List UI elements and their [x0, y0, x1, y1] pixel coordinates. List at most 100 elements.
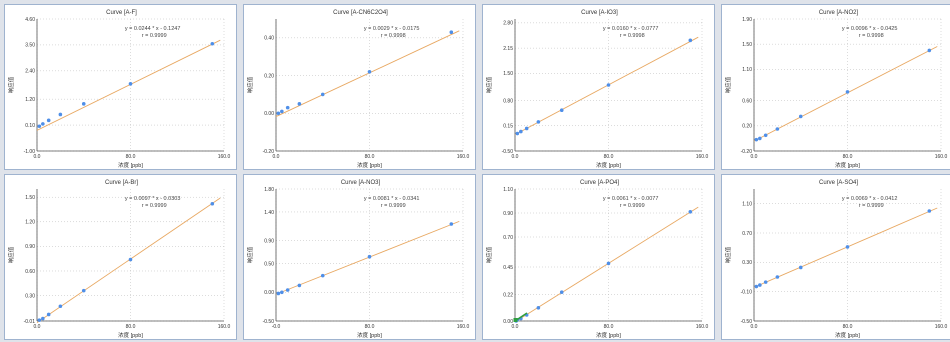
x-axis-label: 浓度 [ppb]: [835, 331, 860, 339]
y-tick-label: 0.20: [264, 73, 274, 79]
chart-svg: Curve [A-F] -1.00 0.10 1.20 2.40 3.50 4.60 0.0 8…: [7, 10, 230, 169]
y-axis-label: 响应值: [246, 76, 254, 93]
data-point: [754, 284, 759, 289]
data-point: [37, 318, 42, 322]
data-point: [210, 41, 215, 46]
data-point: [606, 83, 611, 87]
y-tick-label: 0.15: [503, 124, 513, 130]
data-point: [58, 304, 63, 309]
y-tick-label: 0.80: [503, 98, 513, 104]
data-point: [449, 222, 454, 226]
y-tick-label: -1.00: [24, 149, 36, 155]
chart-svg: Curve [A-IO3] -0.50 0.15 0.80 1.50 2.15 2.80 0.…: [485, 10, 708, 169]
data-point: [320, 273, 325, 278]
data-point: [81, 288, 86, 293]
x-tick-label: 80.0: [126, 324, 136, 330]
y-tick-label: 2.15: [503, 46, 513, 52]
data-point: [297, 102, 302, 106]
data-point: [775, 127, 780, 131]
fit-line: [36, 39, 221, 131]
data-point: [46, 118, 51, 123]
y-tick-label: 1.50: [25, 195, 35, 201]
y-tick-label: 0.45: [503, 265, 513, 271]
x-axis-label: 浓度 [ppb]: [596, 331, 621, 339]
data-point: [276, 111, 281, 116]
x-axis-label: 浓度 [ppb]: [596, 161, 621, 169]
fit-equation: y = 0.0097 * x - 0.0303: [125, 196, 181, 202]
data-point: [210, 201, 215, 206]
y-tick-label: -0.10: [741, 289, 753, 295]
data-point: [754, 137, 759, 142]
calibration-chart-4: Curve [A-NO2] -0.20 0.20 0.60 1.10 1.50 1.90 0.…: [721, 4, 950, 170]
data-point: [367, 70, 372, 74]
chart-svg: Curve [A-SO4] -0.50 -0.10 0.30 0.70 1.10 0.0 80…: [724, 180, 948, 339]
calibration-chart-7: Curve [A-PO4] 0.00 0.22 0.45 0.70 0.90 1.10 0.0…: [482, 174, 715, 340]
fit-r-value: r = 0.9999: [381, 203, 406, 209]
x-tick-label: 80.0: [365, 154, 375, 160]
x-tick-label: 0.0: [34, 154, 41, 160]
calibration-chart-2: Curve [A-CN6C2O4] -0.20 0.00 0.20 0.40 0.0 80.…: [243, 4, 476, 170]
y-tick-label: 0.90: [264, 238, 274, 244]
fit-r-value: r = 0.9998: [381, 33, 406, 39]
data-point: [41, 316, 45, 321]
y-tick-label: -0.50: [263, 319, 275, 325]
fit-r-value: r = 0.9998: [859, 33, 884, 39]
y-tick-label: 1.90: [742, 17, 752, 23]
data-point: [367, 254, 372, 259]
fit-r-value: r = 0.9999: [859, 203, 884, 209]
y-tick-label: 1.80: [264, 187, 274, 193]
y-tick-label: 1.50: [503, 71, 513, 77]
data-point: [758, 136, 762, 141]
data-point: [536, 306, 541, 310]
x-tick-label: 160.0: [457, 324, 470, 330]
x-tick-label: 80.0: [126, 154, 136, 160]
chart-title: Curve [A-CN6C2O4]: [333, 10, 388, 16]
y-axis-label: 响应值: [7, 246, 15, 263]
x-tick-label: 0.0: [512, 154, 519, 160]
y-axis-label: 响应值: [485, 76, 493, 93]
data-point: [128, 82, 133, 86]
chart-title: Curve [A-F]: [106, 10, 137, 16]
y-tick-label: 0.10: [25, 123, 35, 129]
data-point: [758, 283, 762, 287]
x-tick-label: 160.0: [457, 154, 470, 160]
data-point: [606, 261, 611, 266]
x-tick-label: 80.0: [843, 324, 853, 330]
y-tick-label: 0.40: [264, 36, 274, 42]
fit-equation: y = 0.0244 * x - 0.1247: [125, 26, 181, 32]
fit-equation: y = 0.0069 * x - 0.0412: [842, 196, 898, 202]
chart-title: Curve [A-SO4]: [819, 180, 858, 186]
x-tick-label: 160.0: [935, 154, 948, 160]
calibration-chart-6: Curve [A-NO3] -0.50 0.00 0.50 0.90 1.40 1.80 -0…: [243, 174, 476, 340]
y-tick-label: 0.00: [264, 111, 274, 117]
x-tick-label: 160.0: [935, 324, 948, 330]
data-point: [798, 265, 803, 270]
data-point: [449, 30, 454, 34]
y-axis-label: 响应值: [246, 246, 254, 263]
data-point: [41, 122, 45, 126]
y-axis-label: 响应值: [485, 246, 493, 263]
y-tick-label: 1.40: [264, 210, 274, 216]
data-point: [515, 131, 520, 136]
fit-r-value: r = 0.9998: [620, 33, 645, 39]
y-tick-label: 0.60: [742, 99, 752, 105]
data-point: [280, 290, 284, 295]
y-tick-label: 0.70: [503, 235, 513, 241]
chart-title: Curve [A-IO3]: [581, 10, 618, 16]
fit-line: [275, 220, 460, 295]
y-tick-label: 1.10: [742, 201, 752, 207]
calibration-chart-8: Curve [A-SO4] -0.50 -0.10 0.30 0.70 1.10 0.0 80…: [721, 174, 950, 340]
data-point: [276, 291, 281, 296]
fit-r-value: r = 0.9999: [142, 203, 167, 209]
x-axis-label: 浓度 [ppb]: [835, 161, 860, 169]
x-tick-label: 0.0: [34, 324, 41, 330]
data-point: [46, 312, 51, 317]
y-tick-label: 1.10: [503, 187, 513, 193]
x-tick-label: 160.0: [218, 324, 231, 330]
x-tick-label: 0.0: [512, 324, 519, 330]
data-point: [285, 288, 290, 292]
y-tick-label: 0.20: [742, 124, 752, 130]
y-tick-label: 2.80: [503, 21, 513, 27]
data-point: [559, 108, 564, 113]
data-point: [536, 120, 541, 124]
